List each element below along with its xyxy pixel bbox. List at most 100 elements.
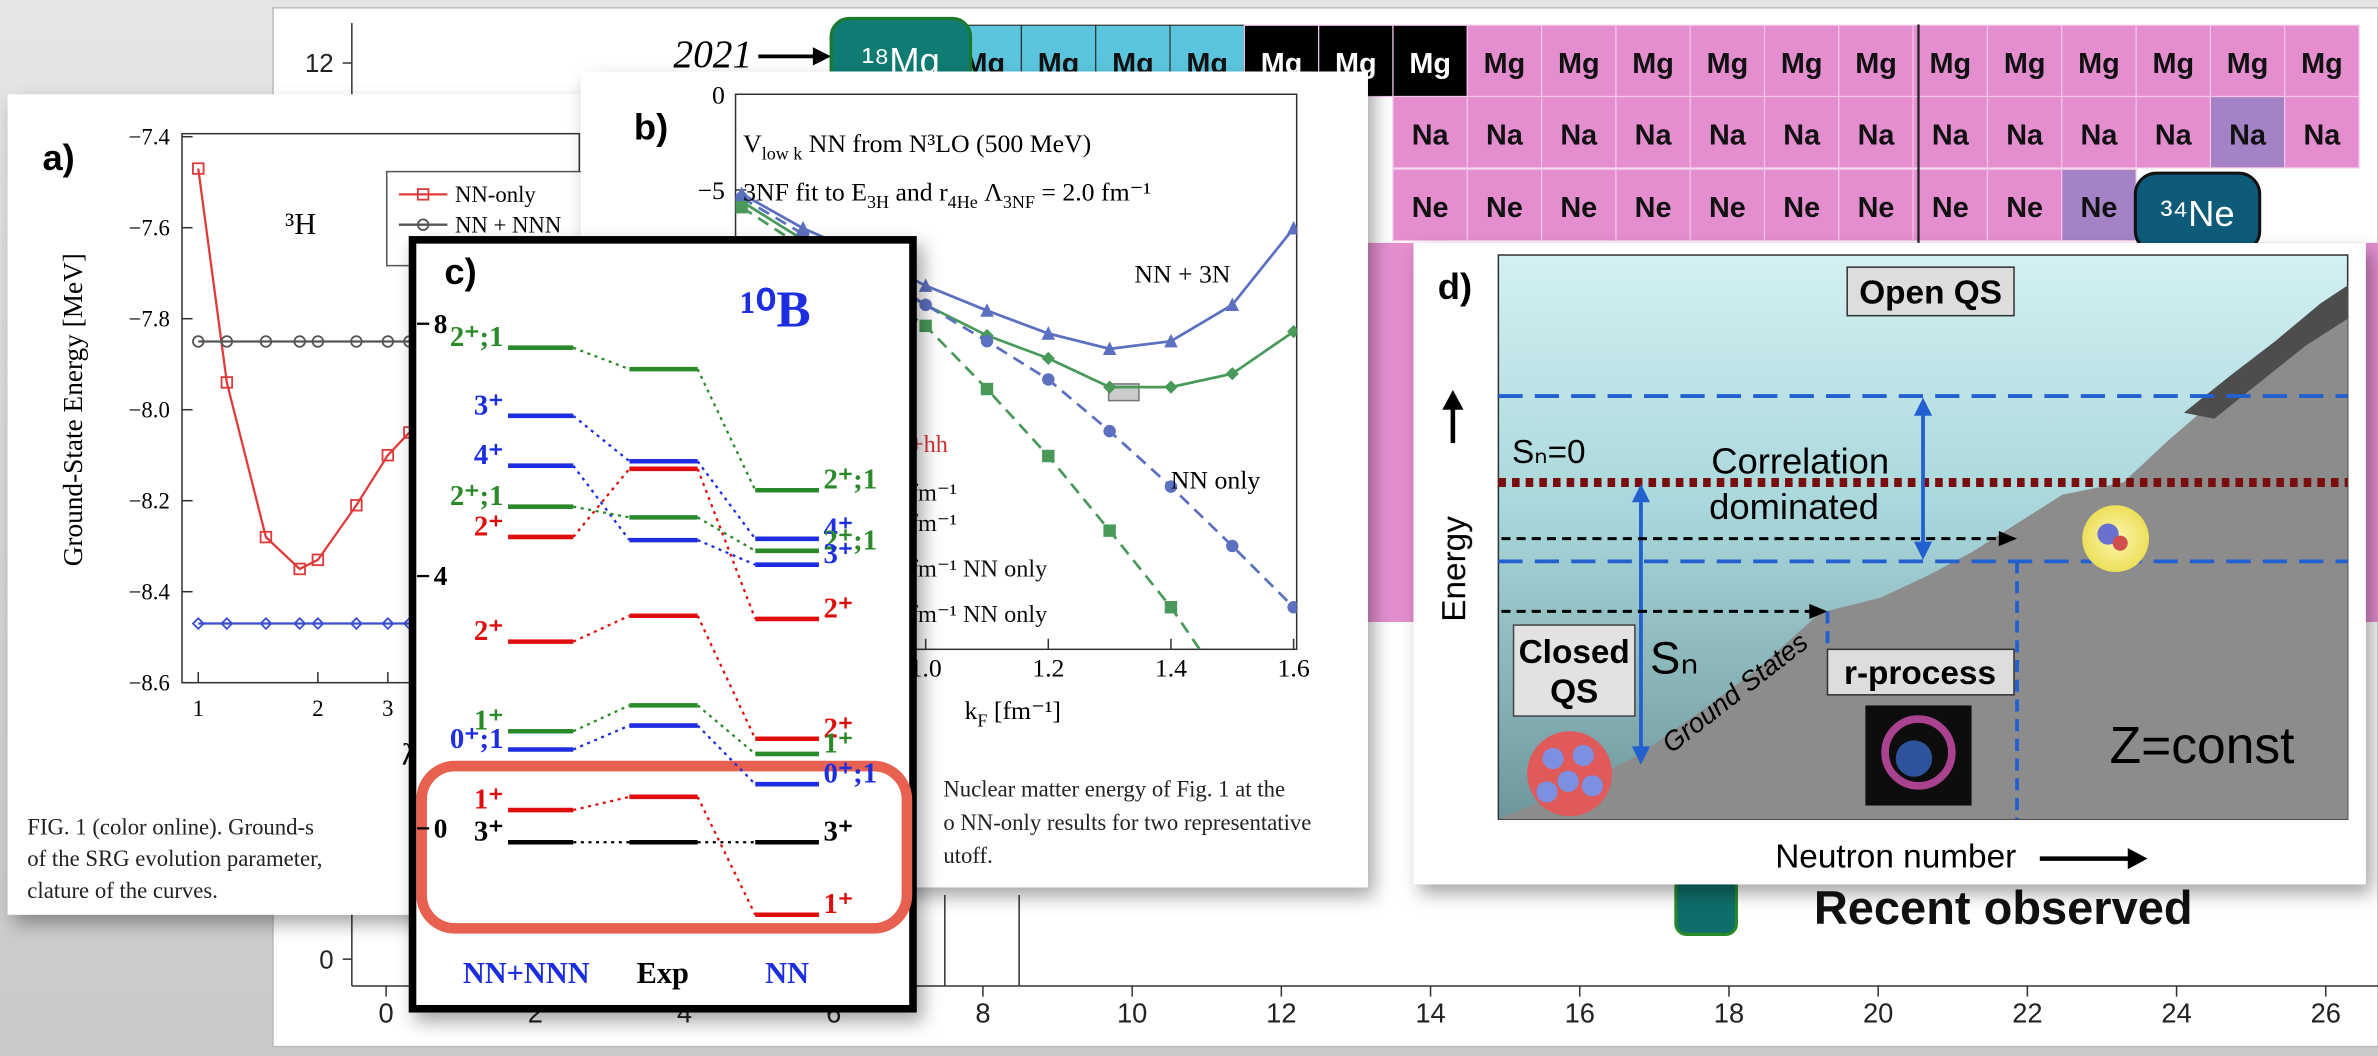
header-line-part: 3H xyxy=(867,192,889,212)
y-tick-label: 8 xyxy=(434,309,448,339)
header-line-part: and r xyxy=(889,177,948,206)
column-label: Exp xyxy=(637,956,689,990)
cell-label: Mg xyxy=(1484,48,1526,80)
correlation-label: dominated xyxy=(1709,486,1879,527)
x-tick-label: 2 xyxy=(312,696,323,721)
cell-label: Ne xyxy=(1486,192,1523,224)
marker xyxy=(1043,374,1054,385)
marker xyxy=(1227,541,1238,552)
legend-fragment: fm⁻¹ xyxy=(910,510,957,537)
level-label: 2⁺;1 xyxy=(824,464,878,496)
r-process-label: r-process xyxy=(1844,655,1996,692)
y-tick-label: −8.0 xyxy=(129,397,170,422)
y-tick-label: −7.8 xyxy=(129,306,170,331)
x-tick-label: 12 xyxy=(1266,997,1296,1028)
legend-fragment: fm⁻¹ NN only xyxy=(910,601,1048,628)
cell-label: Ne xyxy=(1932,192,1969,224)
cell-label: Mg xyxy=(2078,48,2120,80)
marker xyxy=(982,336,993,347)
level-label: 3⁺ xyxy=(474,389,504,421)
x-axis-label-part: k xyxy=(965,696,978,725)
cell-label: Mg xyxy=(1930,48,1972,80)
caption-line: clature of the curves. xyxy=(27,878,218,903)
nucleon xyxy=(1536,781,1557,802)
sn-label: Sₙ xyxy=(1650,633,1698,684)
y-tick-label: 12 xyxy=(305,50,334,78)
header-line-part: Λ xyxy=(978,177,1003,206)
correlation-label: Correlation xyxy=(1711,440,1889,481)
y-tick-label: −8.4 xyxy=(129,579,171,604)
y-tick-label: 0 xyxy=(319,946,333,974)
curve-annotation: NN only xyxy=(1171,466,1261,495)
cell-label: Na xyxy=(2006,119,2044,151)
closed-qs-label: Closed xyxy=(1519,634,1630,671)
cell-label: Mg xyxy=(2152,48,2194,80)
legend-swatch xyxy=(1676,877,1737,935)
marker xyxy=(982,384,993,395)
panel-c: c) ¹⁰B 0482⁺;13⁺4⁺2⁺;12⁺2⁺1⁺0⁺;11⁺3⁺NN+N… xyxy=(413,240,913,1009)
cell-label: Ne xyxy=(2006,192,2043,224)
cell-label: Mg xyxy=(2301,48,2343,80)
column-label: NN+NNN xyxy=(463,956,590,990)
cell-label: Ne xyxy=(1858,192,1895,224)
cell-label: Ne xyxy=(1635,192,1672,224)
marker xyxy=(1043,451,1054,462)
cell-label: Na xyxy=(1486,119,1524,151)
marker xyxy=(1166,602,1177,613)
nucleon xyxy=(1582,775,1603,796)
cell-label: Ne xyxy=(1412,192,1449,224)
legend-label: Recent observed xyxy=(1814,881,2193,934)
y-tick-label: −8.6 xyxy=(129,670,170,695)
panel-label: b) xyxy=(634,107,668,148)
y-tick-label: 0 xyxy=(434,813,448,843)
nucleon xyxy=(1573,745,1594,766)
level-label: 2⁺ xyxy=(474,510,504,542)
header-line-part: 3NF fit to E xyxy=(743,177,867,206)
legend-fragment: fm⁻¹ NN only xyxy=(910,556,1048,583)
header-line-part: 4He xyxy=(948,192,978,212)
cell-label: Mg xyxy=(1632,48,1674,80)
level-label: 2⁺ xyxy=(474,615,504,647)
x-tick-label: 16 xyxy=(1565,997,1595,1028)
nucleon xyxy=(1542,748,1563,769)
caption-line: utoff. xyxy=(943,843,992,868)
caption-line: Nuclear matter energy of Fig. 1 at the xyxy=(943,776,1285,801)
cell-label: Na xyxy=(1635,119,1673,151)
level-label: 2⁺;1 xyxy=(450,321,504,353)
panel-label: d) xyxy=(1438,266,1472,307)
open-qs-label: Open QS xyxy=(1859,275,2002,312)
legend-fragment: fm⁻¹ xyxy=(910,480,957,507)
level-label: 0⁺;1 xyxy=(824,758,878,790)
x-tick-label: 1 xyxy=(193,696,204,721)
level-label: 2⁺ xyxy=(824,592,854,624)
level-label: 1⁺ xyxy=(824,888,854,920)
cell-label: Na xyxy=(1412,119,1450,151)
cell-label: Ne xyxy=(2081,192,2118,224)
x-tick-label: 1.6 xyxy=(1278,654,1310,683)
nucleus-title: ¹⁰B xyxy=(740,281,811,338)
x-tick-label: 3 xyxy=(382,696,393,721)
header-line-part: = 2.0 fm⁻¹ xyxy=(1035,177,1151,206)
cell-label: Na xyxy=(2229,119,2267,151)
x-tick-label: 26 xyxy=(2311,997,2341,1028)
x-tick-label: 8 xyxy=(975,997,990,1028)
cell-label: Na xyxy=(1783,119,1821,151)
cell-label: Na xyxy=(2081,119,2119,151)
column-label: NN xyxy=(765,956,809,990)
cell-label: Ne xyxy=(1560,192,1597,224)
y-tick-label: 0 xyxy=(712,80,725,109)
year-annotation: 2021 xyxy=(673,32,752,76)
cell-label: Mg xyxy=(2004,48,2046,80)
marker xyxy=(920,299,931,310)
cell-label: Mg xyxy=(1855,48,1897,80)
cell-label: Mg xyxy=(1558,48,1600,80)
x-tick-label: 0 xyxy=(379,997,394,1028)
panel-label: a) xyxy=(42,137,74,178)
caption-line: o NN-only results for two representative xyxy=(943,810,1311,835)
y-tick-label: −7.6 xyxy=(129,215,170,240)
cell-label: Na xyxy=(1932,119,1970,151)
cell-label: Mg xyxy=(2227,48,2269,80)
sn-zero-label: Sₙ=0 xyxy=(1512,434,1586,471)
y-tick-label: −8.2 xyxy=(129,488,170,513)
y-axis-label: Ground-State Energy [MeV] xyxy=(58,253,88,566)
